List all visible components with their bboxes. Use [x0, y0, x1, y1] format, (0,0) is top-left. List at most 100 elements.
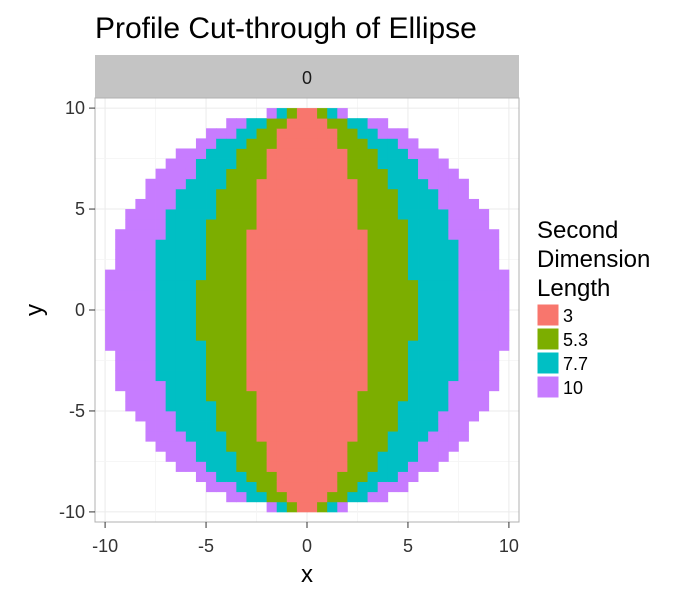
- ellipse-cell: [428, 168, 439, 180]
- ellipse-cell: [488, 299, 500, 311]
- ellipse-cell: [397, 461, 409, 472]
- ellipse-cell: [135, 310, 146, 321]
- ellipse-cell: [296, 118, 308, 129]
- ellipse-cell: [377, 289, 389, 301]
- ellipse-cell: [145, 421, 156, 432]
- ellipse-cell: [478, 239, 490, 250]
- ellipse-cell: [468, 330, 480, 341]
- ellipse-cell: [115, 330, 126, 341]
- ellipse-cell: [226, 400, 237, 412]
- ellipse-cell: [387, 209, 399, 220]
- ellipse-cell: [175, 168, 187, 180]
- ellipse-cell: [185, 330, 197, 341]
- ellipse-cell: [276, 471, 288, 483]
- ellipse-cell: [125, 249, 136, 260]
- ellipse-cell: [327, 289, 338, 301]
- ellipse-cell: [246, 390, 257, 402]
- ellipse-cell: [125, 360, 136, 371]
- ellipse-cell: [458, 279, 469, 291]
- ellipse-cell: [428, 441, 439, 452]
- ellipse-cell: [327, 128, 338, 139]
- ellipse-cell: [347, 340, 358, 351]
- ellipse-cell: [216, 158, 227, 170]
- ellipse-cell: [125, 299, 136, 311]
- ellipse-cell: [448, 370, 459, 382]
- ellipse-cell: [236, 471, 247, 483]
- ellipse-cell: [155, 370, 167, 382]
- ellipse-cell: [468, 198, 480, 210]
- ellipse-cell: [155, 219, 167, 230]
- ellipse-cell: [155, 239, 167, 250]
- ellipse-cell: [418, 219, 429, 230]
- ellipse-cell: [165, 168, 177, 180]
- ellipse-cell: [307, 370, 318, 382]
- ellipse-cell: [256, 219, 268, 230]
- legend-label: 7.7: [563, 354, 588, 374]
- ellipse-cell: [438, 410, 449, 422]
- ellipse-cell: [458, 289, 469, 301]
- ellipse-cell: [266, 330, 278, 341]
- ellipse-cell: [317, 289, 328, 301]
- ellipse-cell: [327, 229, 338, 240]
- ellipse-cell: [337, 410, 348, 422]
- ellipse-cell: [246, 148, 257, 159]
- ellipse-cell: [256, 128, 268, 139]
- ellipse-cell: [276, 229, 288, 240]
- ellipse-cell: [206, 269, 217, 281]
- ellipse-cell: [256, 138, 268, 149]
- ellipse-cell: [448, 269, 459, 281]
- ellipse-cell: [296, 198, 308, 210]
- ellipse-cell: [307, 330, 318, 341]
- ellipse-cell: [195, 188, 207, 200]
- ellipse-cell: [367, 118, 379, 129]
- ellipse-cell: [276, 239, 288, 250]
- ellipse-cell: [296, 138, 308, 149]
- ellipse-cell: [357, 330, 368, 341]
- ellipse-cell: [216, 320, 227, 331]
- ellipse-cell: [428, 400, 439, 412]
- ellipse-cell: [236, 400, 247, 412]
- ellipse-cell: [377, 118, 389, 129]
- ellipse-cell: [397, 350, 409, 361]
- ellipse-cell: [478, 320, 490, 331]
- ellipse-cell: [185, 380, 197, 392]
- ellipse-cell: [428, 279, 439, 291]
- ellipse-cell: [428, 350, 439, 361]
- ellipse-cell: [367, 158, 379, 170]
- ellipse-cell: [337, 441, 348, 452]
- ellipse-cell: [266, 299, 278, 311]
- ellipse-cell: [226, 239, 237, 250]
- ellipse-cell: [286, 219, 298, 230]
- ellipse-cell: [337, 188, 348, 200]
- ellipse-cell: [195, 380, 207, 392]
- ellipse-cell: [387, 370, 399, 382]
- ellipse-cell: [407, 178, 419, 190]
- ellipse-cell: [387, 148, 399, 159]
- ellipse-cell: [397, 299, 409, 311]
- ellipse-cell: [407, 360, 419, 371]
- ellipse-cell: [317, 431, 328, 442]
- ellipse-cell: [377, 320, 389, 331]
- ellipse-cell: [175, 249, 187, 260]
- ellipse-cell: [296, 410, 308, 422]
- ellipse-cell: [418, 431, 429, 442]
- ellipse-cell: [418, 198, 429, 210]
- ellipse-cell: [195, 451, 207, 462]
- ellipse-cell: [317, 168, 328, 180]
- ellipse-cell: [216, 128, 227, 139]
- ellipse-cell: [377, 390, 389, 402]
- ellipse-cell: [145, 350, 156, 361]
- ellipse-cell: [397, 481, 409, 493]
- ellipse-cell: [206, 299, 217, 311]
- ellipse-cell: [135, 259, 146, 271]
- ellipse-cell: [448, 380, 459, 392]
- ellipse-cell: [276, 118, 288, 129]
- ellipse-cell: [145, 198, 156, 210]
- ellipse-cell: [377, 178, 389, 190]
- ellipse-cell: [246, 491, 257, 503]
- ellipse-cell: [266, 421, 278, 432]
- ellipse-cell: [347, 269, 358, 281]
- ellipse-cell: [236, 178, 247, 190]
- ellipse-cell: [236, 158, 247, 170]
- ellipse-cell: [397, 431, 409, 442]
